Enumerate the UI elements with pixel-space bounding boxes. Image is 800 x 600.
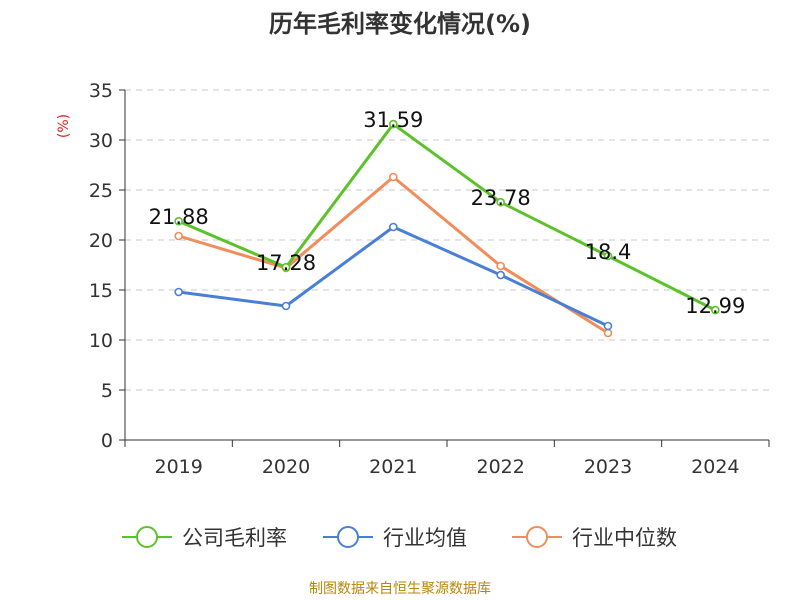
legend-marker — [526, 526, 548, 548]
legend-label: 公司毛利率 — [182, 526, 287, 550]
series-line — [178, 225, 609, 328]
y-tick-label: 10 — [89, 330, 113, 352]
y-tick-label: 15 — [89, 280, 113, 302]
legend-marker — [136, 526, 158, 548]
legend-label: 行业中位数 — [572, 526, 677, 550]
x-tick-label: 2024 — [691, 456, 739, 478]
chart-title: 历年毛利率变化情况(%) — [269, 10, 531, 38]
y-tick-label: 25 — [89, 180, 113, 202]
y-tick-label: 0 — [101, 430, 113, 452]
legend: 公司毛利率 行业均值 行业中位数 — [122, 526, 677, 550]
data-point — [496, 270, 505, 280]
data-label: 18.4 — [585, 240, 632, 264]
axes: 0 5 10 15 20 25 30 35 2019 2020 2021 2022 2023 2024 (%… — [56, 80, 770, 478]
y-tick-label: 20 — [89, 230, 113, 252]
data-point — [281, 301, 291, 311]
series-line — [178, 122, 717, 312]
data-label: 31.59 — [363, 108, 423, 132]
y-axis-label: (%) — [56, 114, 72, 138]
data-point — [711, 305, 720, 315]
data-point — [496, 197, 505, 207]
data-point — [281, 262, 291, 272]
y-tick-label: 5 — [101, 380, 113, 402]
data-labels: 21.88 17.28 31.59 23.78 18.4 12.99 — [149, 108, 746, 318]
data-point — [603, 328, 613, 338]
x-tick-label: 2019 — [154, 456, 202, 478]
data-point — [389, 119, 398, 129]
data-point — [603, 251, 613, 261]
data-label: 21.88 — [149, 205, 209, 229]
data-point — [496, 261, 505, 271]
y-tick-label: 30 — [89, 130, 113, 152]
legend-label: 行业均值 — [383, 526, 467, 550]
data-point — [174, 287, 183, 297]
x-tick-label: 2023 — [584, 456, 632, 478]
series-lines — [174, 119, 720, 338]
source-note: 制图数据来自恒生聚源数据库 — [309, 581, 491, 597]
legend-marker — [337, 526, 359, 548]
data-label: 12.99 — [685, 294, 745, 318]
x-tick-label: 2020 — [262, 456, 310, 478]
data-label: 23.78 — [471, 186, 531, 210]
data-point — [603, 321, 613, 331]
data-point — [174, 231, 183, 241]
data-point — [174, 216, 183, 226]
data-point — [389, 222, 398, 232]
data-point — [389, 172, 398, 182]
y-tick-label: 35 — [89, 80, 113, 102]
data-label: 17.28 — [256, 251, 316, 275]
grid-lines — [125, 89, 769, 391]
x-tick-label: 2021 — [369, 456, 417, 478]
x-tick-label: 2022 — [476, 456, 524, 478]
series-line — [178, 175, 609, 335]
